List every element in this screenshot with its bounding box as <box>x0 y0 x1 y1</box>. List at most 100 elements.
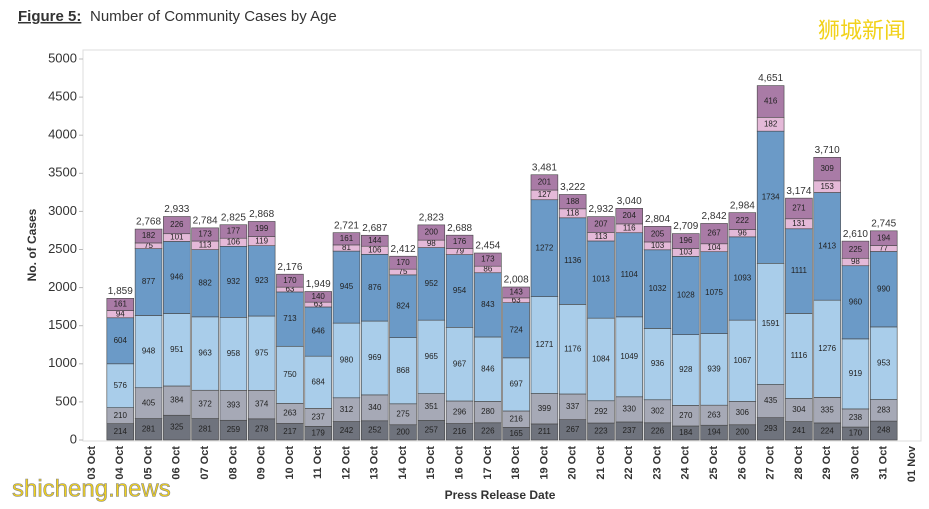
bar-segment <box>728 212 757 230</box>
segment-label: 958 <box>227 349 241 358</box>
x-tick-label: 16 Oct <box>453 446 465 480</box>
segment-label: 257 <box>425 425 439 434</box>
segment-label: 340 <box>368 403 382 412</box>
segment-label: 75 <box>144 241 153 250</box>
bar-segment <box>445 254 474 328</box>
x-tick-label: 17 Oct <box>482 446 494 480</box>
segment-label: 103 <box>679 248 693 257</box>
segment-label: 939 <box>707 365 721 374</box>
segment-label: 1116 <box>791 351 808 360</box>
segment-label: 200 <box>425 228 439 237</box>
bar-segment <box>700 223 728 245</box>
total-label: 3,481 <box>532 162 557 173</box>
y-tick-label: 3500 <box>48 165 77 180</box>
segment-label: 86 <box>483 265 492 274</box>
segment-label: 184 <box>679 428 693 437</box>
segment-label: 304 <box>792 405 806 414</box>
bar-segment <box>134 228 163 244</box>
x-tick-label: 04 Oct <box>114 446 126 480</box>
bar-segment <box>813 299 841 398</box>
segment-label: 393 <box>227 400 241 409</box>
total-label: 2,804 <box>645 214 670 225</box>
bar-segment <box>700 333 728 406</box>
bar-segment <box>530 174 559 191</box>
segment-label: 936 <box>651 359 665 368</box>
segment-label: 96 <box>738 228 747 237</box>
segment-label: 325 <box>170 423 184 432</box>
bar-segment <box>841 240 870 259</box>
y-axis-title: No. of Cases <box>25 208 39 281</box>
segment-label: 293 <box>764 424 778 433</box>
x-tick-label: 05 Oct <box>142 446 154 480</box>
bar-segment <box>134 315 163 389</box>
segment-label: 280 <box>481 407 495 416</box>
x-tick-label: 24 Oct <box>680 446 692 480</box>
bar-segment <box>756 262 785 385</box>
x-tick-label: 01 Nov <box>906 445 918 482</box>
segment-label: 127 <box>538 190 552 199</box>
segment-label: 165 <box>509 429 523 438</box>
bar-segment <box>106 298 135 311</box>
x-tick-label: 15 Oct <box>425 446 437 480</box>
y-tick-label: 4000 <box>48 127 77 142</box>
x-tick-label: 26 Oct <box>736 446 748 480</box>
bar-segment <box>785 197 813 220</box>
x-tick-label: 23 Oct <box>651 446 663 480</box>
segment-label: 1075 <box>705 288 723 297</box>
total-label: 2,842 <box>702 211 727 222</box>
segment-label: 119 <box>255 236 268 245</box>
bar-segment <box>361 234 389 247</box>
y-tick-label: 5000 <box>48 50 77 65</box>
segment-label: 217 <box>283 427 297 436</box>
bar-segment <box>361 320 389 396</box>
segment-label: 113 <box>199 240 212 249</box>
bar-segment <box>643 328 672 401</box>
x-tick-label: 27 Oct <box>765 446 777 480</box>
bar-segment <box>445 327 474 402</box>
segment-label: 200 <box>396 427 410 436</box>
segment-label: 945 <box>340 282 354 291</box>
bar-segment <box>558 217 587 305</box>
segment-label: 63 <box>285 285 294 294</box>
segment-label: 237 <box>623 426 637 435</box>
segment-label: 1028 <box>677 291 695 300</box>
bar-segment <box>728 236 757 321</box>
total-label: 2,768 <box>136 217 161 228</box>
segment-label: 919 <box>849 369 863 378</box>
segment-label: 118 <box>566 208 579 217</box>
total-label: 2,868 <box>249 209 274 220</box>
y-tick-label: 4500 <box>48 89 77 104</box>
bar-segment <box>869 251 898 328</box>
bar-segment <box>361 254 389 322</box>
y-tick-label: 2000 <box>48 279 77 294</box>
x-tick-label: 09 Oct <box>256 446 268 480</box>
segment-label: 153 <box>820 182 834 191</box>
segment-label: 946 <box>170 273 184 282</box>
bar-segment <box>530 393 559 425</box>
bar-segment <box>558 304 587 395</box>
segment-label: 173 <box>481 255 495 264</box>
x-tick-label: 28 Oct <box>793 446 805 480</box>
segment-label: 952 <box>425 279 439 288</box>
segment-label: 337 <box>566 402 580 411</box>
segment-label: 296 <box>453 407 467 416</box>
bar-segment <box>163 414 191 441</box>
segment-label: 226 <box>651 426 665 435</box>
total-label: 2,825 <box>221 212 246 223</box>
total-label: 2,454 <box>475 241 500 252</box>
segment-label: 170 <box>849 429 863 438</box>
bar-segment <box>389 255 417 270</box>
segment-label: 226 <box>481 426 495 435</box>
segment-label: 98 <box>427 239 436 248</box>
segment-label: 960 <box>849 297 863 306</box>
segment-label: 882 <box>198 278 212 287</box>
bar-segment <box>728 319 757 402</box>
segment-label: 196 <box>679 236 693 245</box>
segment-label: 214 <box>114 427 128 436</box>
bar-segment <box>247 221 276 237</box>
segment-label: 205 <box>651 229 665 238</box>
segment-label: 106 <box>368 245 382 254</box>
segment-label: 182 <box>142 231 156 240</box>
watermark: shicheng.news <box>12 475 171 502</box>
segment-label: 724 <box>509 325 523 334</box>
